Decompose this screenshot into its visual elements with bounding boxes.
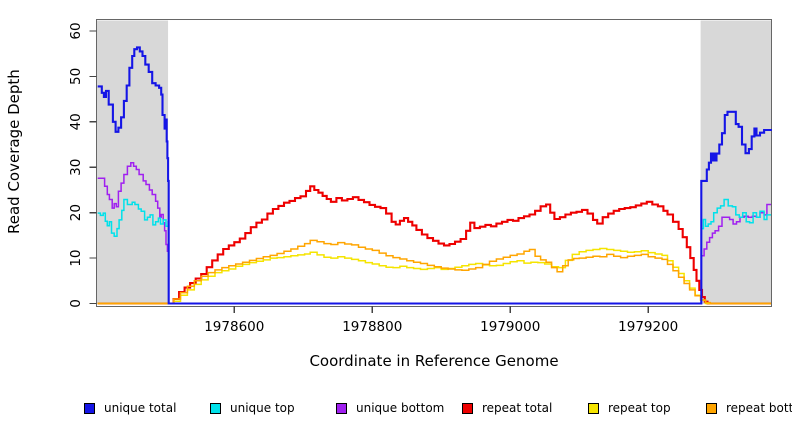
series-repeat-total: [97, 185, 771, 305]
y-tick-label: 40: [68, 113, 84, 130]
legend-item-unique-total: unique total: [84, 400, 176, 416]
repeat-bottom-swatch-icon: [706, 402, 717, 414]
series-repeat-top: [97, 247, 771, 305]
y-tick-label: 50: [68, 68, 84, 85]
series-unique-bottom: [97, 161, 771, 305]
legend-label: unique total: [104, 401, 177, 415]
y-tick-label: 20: [68, 204, 84, 221]
unique-top-swatch-icon: [210, 402, 221, 414]
x-tick-label: 1979200: [618, 319, 678, 335]
legend-item-repeat-top: repeat top: [588, 400, 671, 416]
series-unique-total: [97, 46, 772, 305]
series-unique-top: [97, 198, 771, 305]
legend-label: unique top: [230, 401, 295, 415]
legend-label: repeat top: [608, 401, 671, 415]
legend-item-unique-top: unique top: [210, 400, 295, 416]
y-axis-label: Read Coverage Depth: [5, 69, 23, 234]
shaded-flank-region: [700, 20, 771, 304]
repeat-total-swatch-icon: [462, 402, 473, 414]
x-axis-label: Coordinate in Reference Genome: [309, 352, 559, 370]
legend-label: unique bottom: [356, 401, 445, 415]
x-tick-label: 1979000: [480, 319, 540, 335]
series-repeat-bottom: [97, 239, 771, 305]
legend-item-repeat-total: repeat total: [462, 400, 552, 416]
unique-bottom-swatch-icon: [336, 402, 347, 414]
series-group: [97, 46, 772, 305]
y-tick-label: 0: [68, 299, 84, 308]
unique-total-swatch-icon: [84, 402, 95, 414]
legend: unique total unique top unique bottom re…: [0, 400, 792, 424]
legend-label: repeat bottom: [726, 401, 792, 415]
legend-item-repeat-bottom: repeat bottom: [706, 400, 792, 416]
x-tick-label: 1978600: [204, 319, 264, 335]
y-tick-label: 10: [68, 249, 84, 266]
y-tick-label: 60: [68, 22, 84, 39]
x-tick-label: 1978800: [342, 319, 402, 335]
legend-item-unique-bottom: unique bottom: [336, 400, 444, 416]
legend-label: repeat total: [482, 401, 553, 415]
plot-box: [96, 19, 772, 307]
y-tick-label: 30: [68, 159, 84, 176]
repeat-top-swatch-icon: [588, 402, 599, 414]
